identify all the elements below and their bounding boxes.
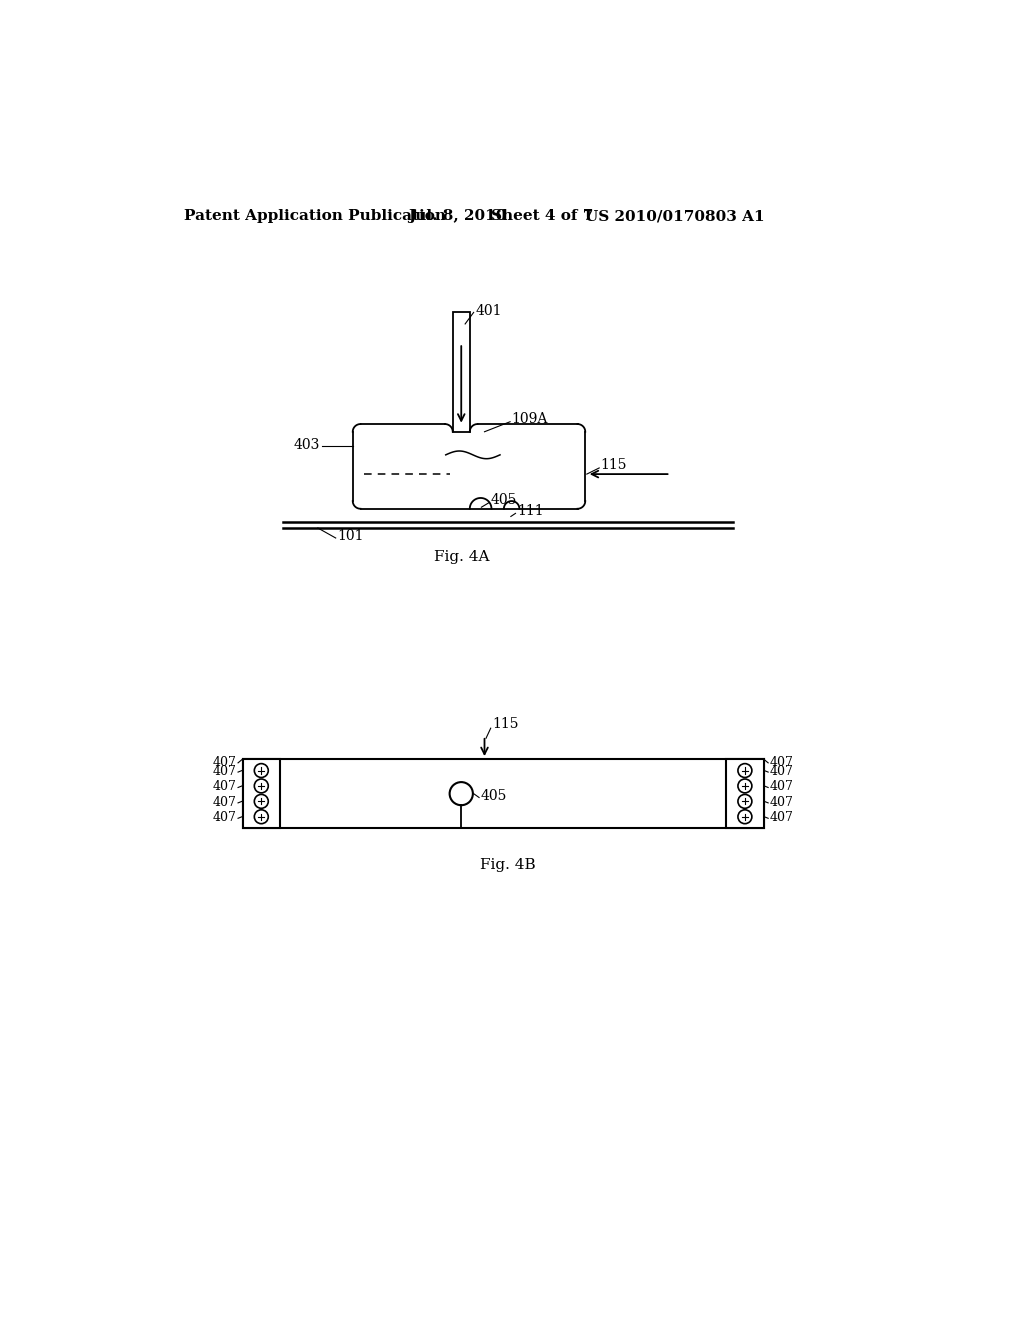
Text: 405: 405 bbox=[490, 492, 517, 507]
Text: 109A: 109A bbox=[512, 412, 548, 425]
Text: 101: 101 bbox=[337, 529, 364, 543]
Text: Fig. 4B: Fig. 4B bbox=[480, 858, 536, 873]
Text: 407: 407 bbox=[213, 780, 237, 793]
Text: US 2010/0170803 A1: US 2010/0170803 A1 bbox=[586, 209, 765, 223]
Text: 407: 407 bbox=[770, 796, 794, 809]
Text: 407: 407 bbox=[770, 780, 794, 793]
Text: 407: 407 bbox=[213, 810, 237, 824]
Bar bbox=[453, 313, 470, 432]
Bar bbox=[243, 759, 280, 829]
Text: 401: 401 bbox=[475, 304, 502, 318]
Bar bbox=[726, 759, 764, 829]
Text: 405: 405 bbox=[480, 789, 507, 803]
Text: 407: 407 bbox=[770, 764, 794, 777]
Text: Sheet 4 of 7: Sheet 4 of 7 bbox=[490, 209, 593, 223]
Text: 115: 115 bbox=[601, 458, 628, 471]
Text: 407: 407 bbox=[213, 796, 237, 809]
Text: Jul. 8, 2010: Jul. 8, 2010 bbox=[409, 209, 507, 223]
Text: 111: 111 bbox=[517, 504, 544, 517]
Text: 407: 407 bbox=[770, 755, 794, 768]
Text: 407: 407 bbox=[213, 755, 237, 768]
Text: Fig. 4A: Fig. 4A bbox=[433, 550, 489, 564]
Text: 407: 407 bbox=[770, 810, 794, 824]
Text: Patent Application Publication: Patent Application Publication bbox=[183, 209, 445, 223]
Text: 403: 403 bbox=[294, 438, 321, 451]
Bar bbox=[243, 759, 764, 829]
Text: 407: 407 bbox=[213, 764, 237, 777]
Text: 115: 115 bbox=[493, 717, 519, 731]
